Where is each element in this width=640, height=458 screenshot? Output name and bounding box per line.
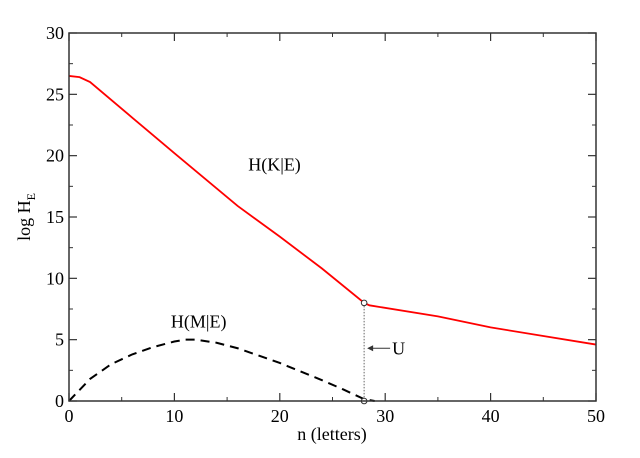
annotation-u-label: U <box>392 338 405 358</box>
series-line-hke <box>68 75 597 346</box>
plot-frame <box>68 32 597 402</box>
y-axis-label-main: log H <box>14 200 34 241</box>
y-axis-label-sub: E <box>24 193 38 200</box>
x-tick-label: 50 <box>587 406 605 426</box>
y-tick-label: 30 <box>46 23 64 43</box>
y-tick-label: 10 <box>46 268 64 288</box>
x-tick-label: 20 <box>271 406 289 426</box>
y-axis-label: log HE <box>14 193 38 241</box>
x-tick-label: 10 <box>165 406 183 426</box>
x-axis-label: n (letters) <box>297 424 366 445</box>
annotation-hke: H(K|E) <box>248 154 301 175</box>
y-tick-label: 0 <box>55 391 64 411</box>
annotation-hme: H(M|E) <box>171 311 227 332</box>
point-marker <box>360 299 368 307</box>
y-tick-label: 25 <box>46 84 64 104</box>
arrow-head <box>367 345 374 352</box>
x-tick-label: 40 <box>482 406 500 426</box>
annotation-u: U <box>367 338 405 358</box>
x-tick-label: 30 <box>376 406 394 426</box>
y-tick-label: 20 <box>46 146 64 166</box>
series-line-hme <box>68 338 375 402</box>
x-tick-label: 0 <box>65 406 74 426</box>
svg-text:log HE: log HE <box>14 193 38 241</box>
y-tick-label: 5 <box>55 330 64 350</box>
y-tick-label: 15 <box>46 207 64 227</box>
